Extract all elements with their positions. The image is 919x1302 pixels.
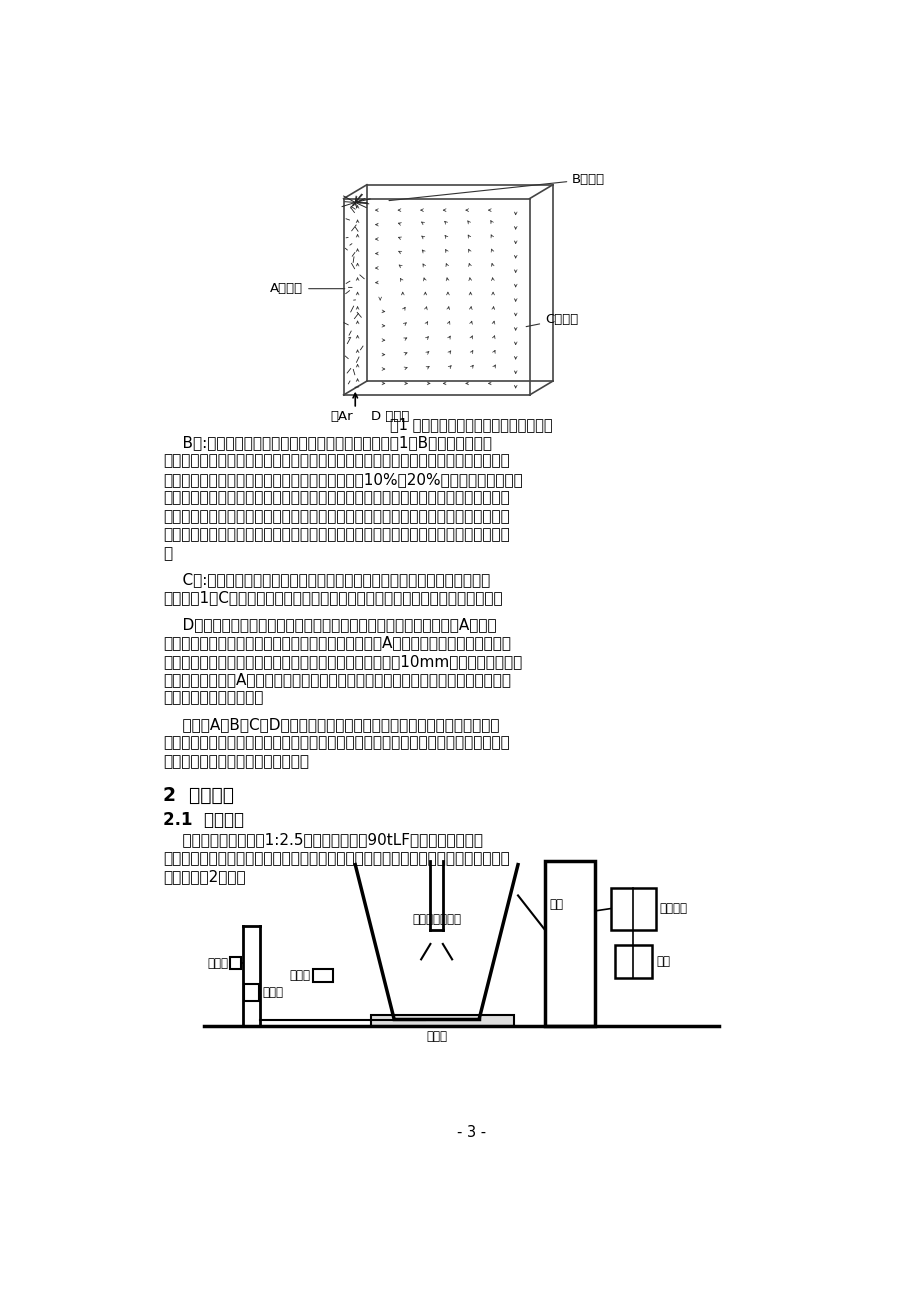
Bar xyxy=(231,957,241,970)
Bar xyxy=(312,969,333,983)
Text: 一样而产生相对运动，为渣钢界面不断进行表面更新，提高冶金反应效果起着积极作用: 一样而产生相对运动，为渣钢界面不断进行表面更新，提高冶金反应效果起着积极作用 xyxy=(163,527,509,543)
Text: 于观察录像，用有机玻璃制作成钢包模型。采用水模拟钢液，氮气模拟氩气，其模拟实: 于观察录像，用有机玻璃制作成钢包模型。采用水模拟钢液，氮气模拟氩气，其模拟实 xyxy=(163,850,509,866)
Text: 流会迫使炉渣和钢液以放射型向四周水平流动。水平流动的厚度是指渣层厚度和与渣层: 流会迫使炉渣和钢液以放射型向四周水平流动。水平流动的厚度是指渣层厚度和与渣层 xyxy=(163,453,509,469)
Text: - 3 -: - 3 - xyxy=(457,1125,485,1141)
Text: 录像机: 录像机 xyxy=(289,969,310,982)
Text: 根据相似原理，采用1:2.5几何相似比模拟90tLF精炼钢包。为了便: 根据相似原理，采用1:2.5几何相似比模拟90tLF精炼钢包。为了便 xyxy=(163,832,482,848)
Bar xyxy=(610,888,655,930)
Text: 2  实验方案: 2 实验方案 xyxy=(163,786,233,805)
Text: D区：抽引流区。下降流沿着包壁下降到不同深度的钢液和炉渣滴在A区气液: D区：抽引流区。下降流沿着包壁下降到不同深度的钢液和炉渣滴在A区气液 xyxy=(163,617,496,631)
Text: 流动速度都不一样，即钢液侧水平流动速度大于炉渣层。由于二者之间水平流动速度不: 流动速度都不一样，即钢液侧水平流动速度大于炉渣层。由于二者之间水平流动速度不 xyxy=(163,509,509,523)
Text: 接触的钢液侧的一定厚度之和，一般为钢液深度的10%～20%，水平流动速度大小: 接触的钢液侧的一定厚度之和，一般为钢液深度的10%～20%，水平流动速度大小 xyxy=(163,471,522,487)
Text: 电导率仪: 电导率仪 xyxy=(659,902,687,915)
Bar xyxy=(370,1014,514,1026)
Text: 图1 底吹氩气钢包内形成的循环流示意图: 图1 底吹氩气钢包内形成的循环流示意图 xyxy=(390,417,552,432)
Text: 和厚度主要取决于钢包底吹氩气的流量。炉渣层和与炉渣接触的钢液侧一定厚度的水平: 和厚度主要取决于钢包底吹氩气的流量。炉渣层和与炉渣接触的钢液侧一定厚度的水平 xyxy=(163,491,509,505)
Text: B区:钢包上部钢液和炉渣沿着水平方向流动区，如图1中B所示。气液两相: B区:钢包上部钢液和炉渣沿着水平方向流动区，如图1中B所示。气液两相 xyxy=(163,435,492,450)
Text: 两相流的抽引作用下，由四周不同深度沿着水平方向向A区中心流动。从模拟实验录像: 两相流的抽引作用下，由四周不同深度沿着水平方向向A区中心流动。从模拟实验录像 xyxy=(163,635,510,650)
Text: 去除大颗粒夹杂物有着重要的作用。: 去除大颗粒夹杂物有着重要的作用。 xyxy=(163,754,309,768)
Bar xyxy=(614,945,652,978)
Text: 验装置如图2所示。: 验装置如图2所示。 xyxy=(163,870,245,884)
Text: A上升流: A上升流 xyxy=(269,283,345,296)
Text: 包底水平方向流向A区。渣滴直径小，分散程度大，在钢液里停留时间长，为深脱硫创: 包底水平方向流向A区。渣滴直径小，分散程度大，在钢液里停留时间长，为深脱硫创 xyxy=(163,672,510,687)
Text: 探头: 探头 xyxy=(549,898,562,911)
Bar xyxy=(425,1018,448,1026)
Text: 2.1  实验方法: 2.1 实验方法 xyxy=(163,811,244,829)
Text: 吹Ar: 吹Ar xyxy=(331,410,353,423)
Text: 透气砖: 透气砖 xyxy=(425,1030,447,1043)
Text: 。: 。 xyxy=(163,546,172,561)
Text: 电脑: 电脑 xyxy=(655,956,669,969)
Bar xyxy=(545,861,595,1026)
Text: C下降流: C下降流 xyxy=(526,312,578,327)
Text: B水平流: B水平流 xyxy=(389,173,605,201)
Text: C区:下降流区。炉渣和钢液的水平流动至包壁受阻后，转向沿着包壁向下流: C区:下降流区。炉渣和钢液的水平流动至包壁受阻后，转向沿着包壁向下流 xyxy=(163,572,490,587)
Text: D 抽引流: D 抽引流 xyxy=(370,410,409,423)
Text: 示踪剂加入位置: 示踪剂加入位置 xyxy=(412,913,460,926)
Text: 流量计: 流量计 xyxy=(262,986,283,999)
Text: 造了良好的动力学条件。: 造了良好的动力学条件。 xyxy=(163,690,263,706)
Bar xyxy=(244,984,259,1001)
Text: 以上由A、B、C、D流动区构成钢包底吹氩气的整个循环流。钢液或者渣滴: 以上由A、B、C、D流动区构成钢包底吹氩气的整个循环流。钢液或者渣滴 xyxy=(163,717,499,732)
Text: 观察可知，当底吹气体流量增加到一定程度时，被卷入的约10mm以下的小渣滴沿着: 观察可知，当底吹气体流量增加到一定程度时，被卷入的约10mm以下的小渣滴沿着 xyxy=(163,654,522,669)
Text: 在钢包内钢液循环一周所需要的时间长短，决定钢包内冶金反应速度的快慢；同时也对: 在钢包内钢液循环一周所需要的时间长短，决定钢包内冶金反应速度的快慢；同时也对 xyxy=(163,736,509,750)
Text: 压力计: 压力计 xyxy=(207,957,228,970)
Text: 动，如图1中C所示。由于钢液沿着包壁向下流动，为喂丝位置确定提供操作场所。: 动，如图1中C所示。由于钢液沿着包壁向下流动，为喂丝位置确定提供操作场所。 xyxy=(163,591,502,605)
